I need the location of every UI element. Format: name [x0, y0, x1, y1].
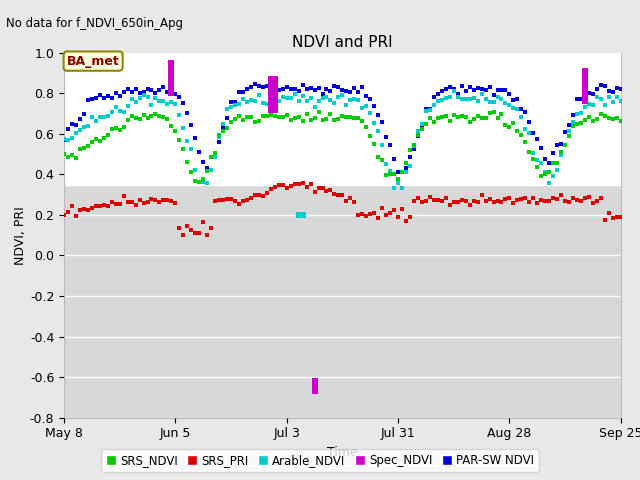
Text: BA_met: BA_met: [67, 55, 120, 68]
Legend: SRS_NDVI, SRS_PRI, Arable_NDVI, Spec_NDVI, PAR-SW NDVI: SRS_NDVI, SRS_PRI, Arable_NDVI, Spec_NDV…: [101, 449, 539, 472]
Y-axis label: NDVI, PRI: NDVI, PRI: [14, 206, 27, 264]
Bar: [64, 53, 625, 184]
Title: NDVI and PRI: NDVI and PRI: [292, 35, 393, 50]
Text: No data for f_NDVI_650in_Apg: No data for f_NDVI_650in_Apg: [6, 17, 184, 30]
X-axis label: Time: Time: [327, 446, 358, 459]
